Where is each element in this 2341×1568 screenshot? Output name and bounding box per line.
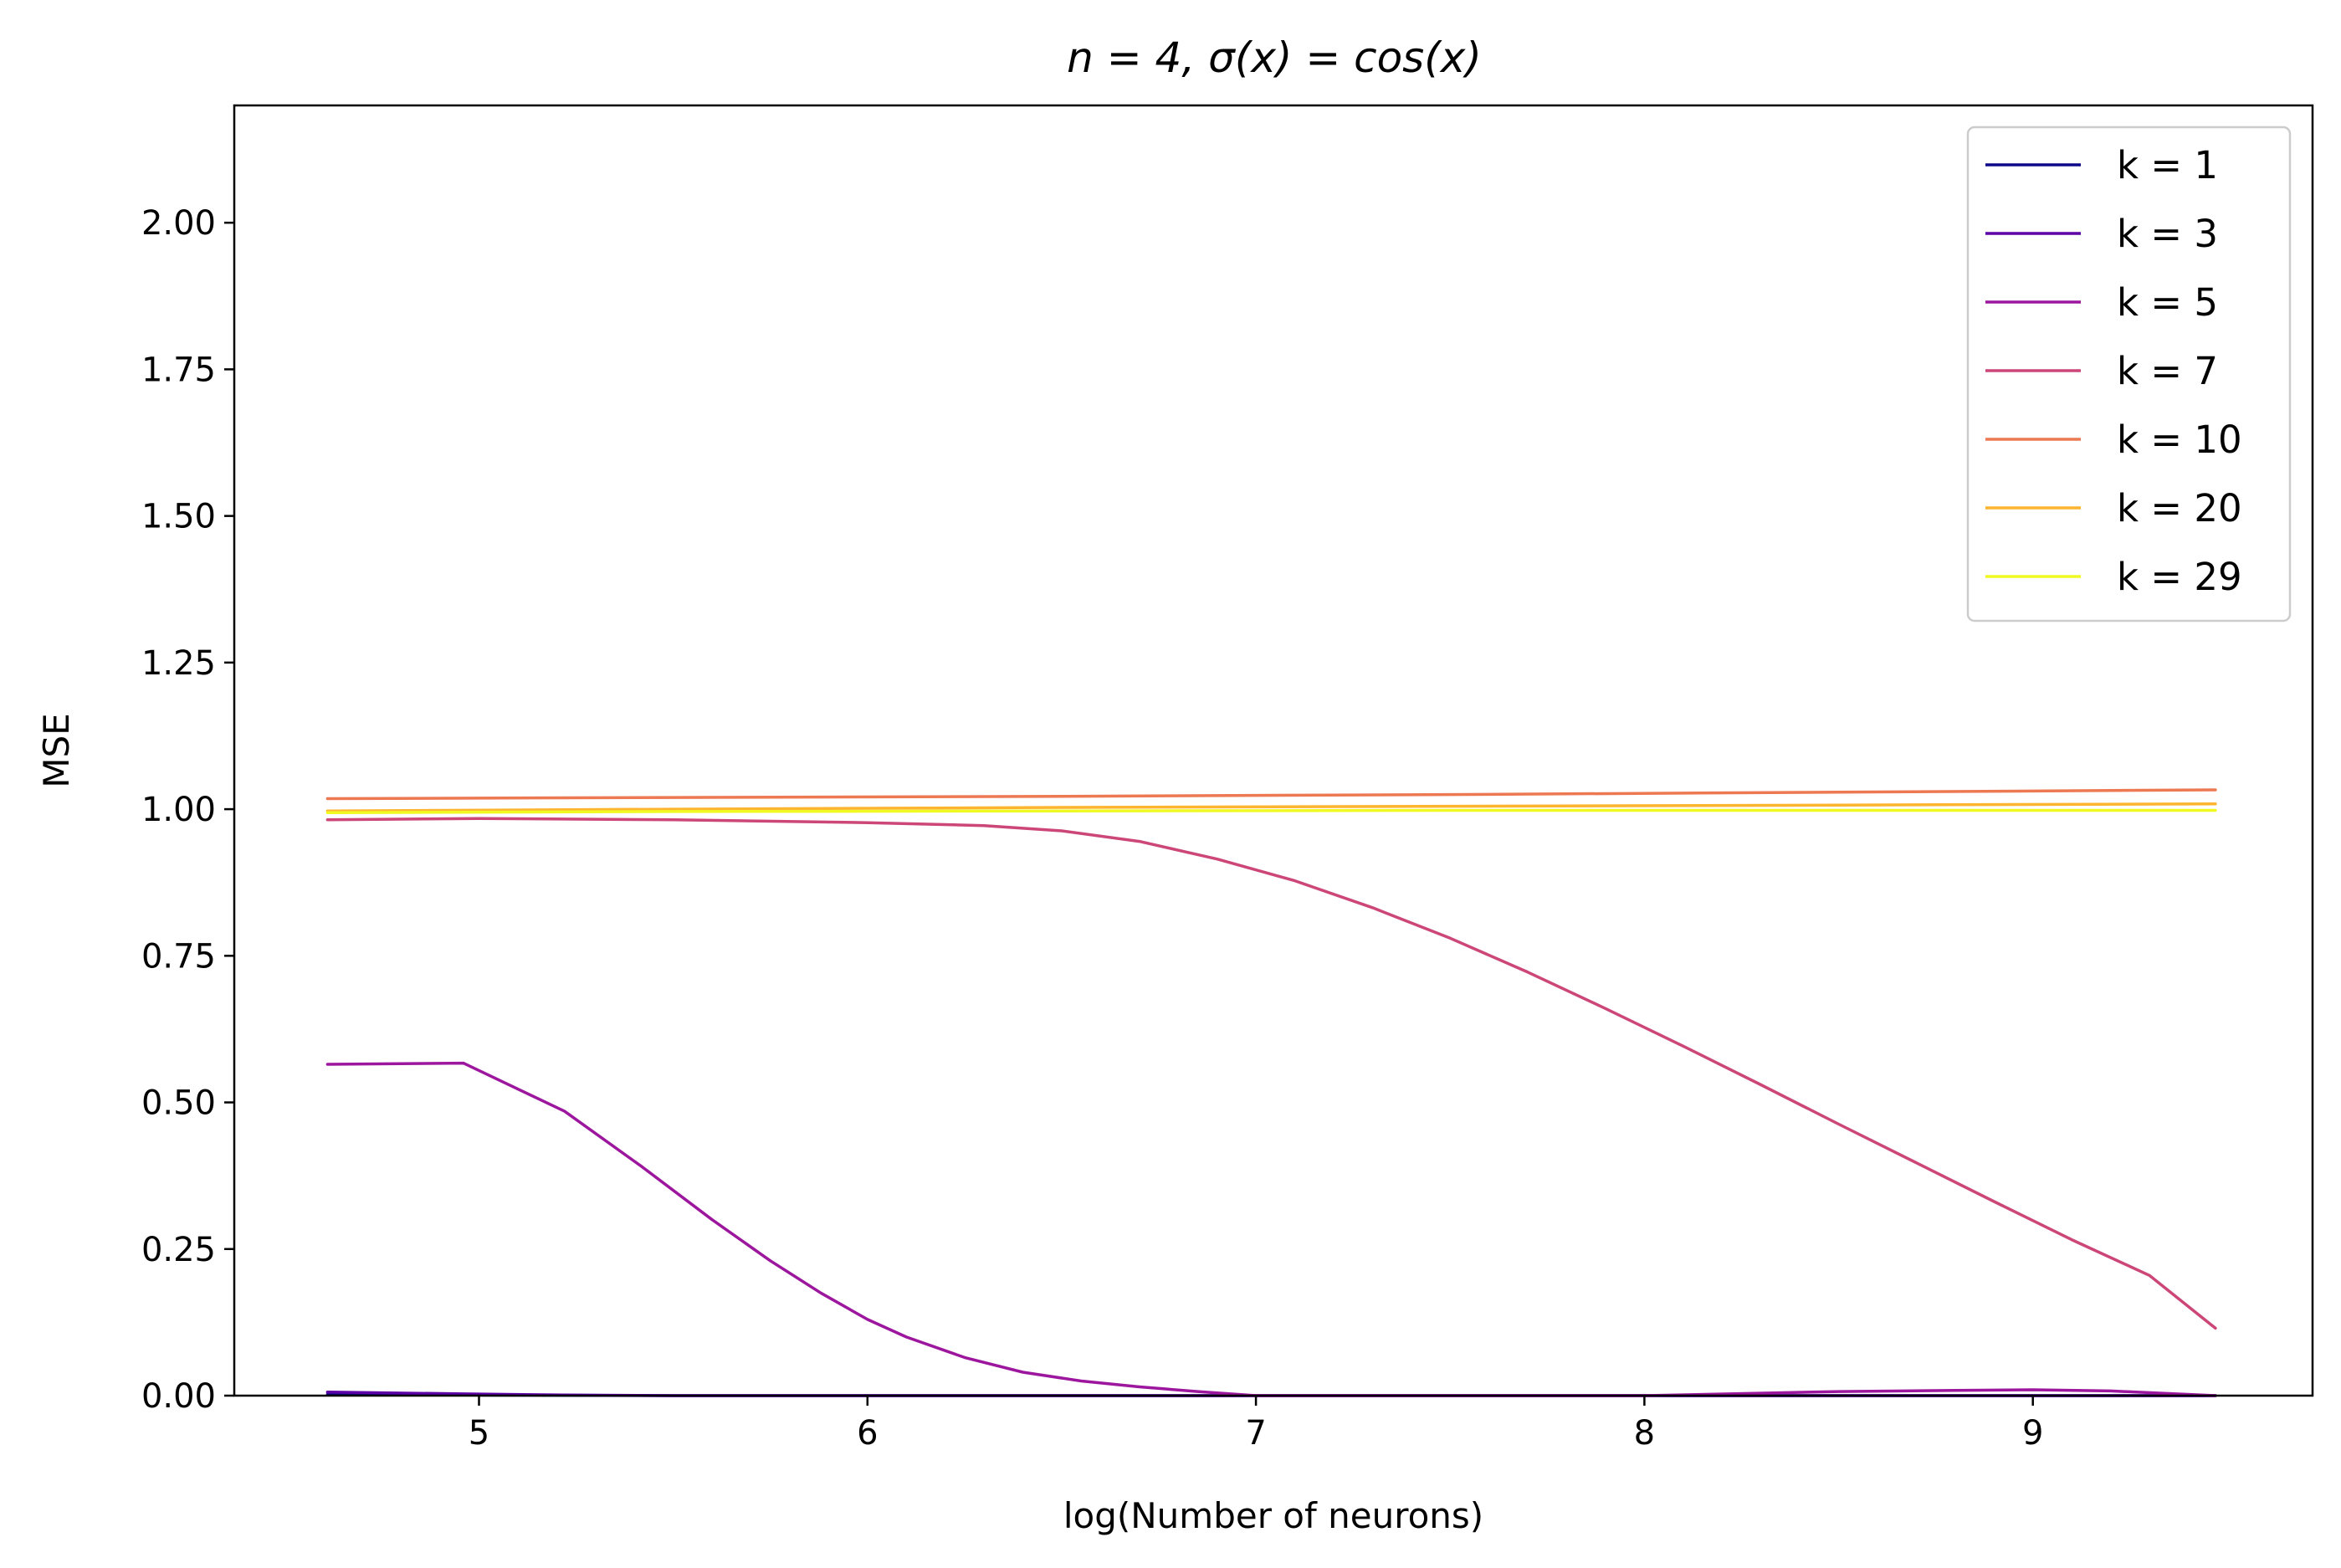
x-axis-ticks: 5 6 7 8 9 [469, 1396, 2043, 1453]
legend-items: k = 1 k = 3 k = 5 k = 7 k = 10 k = 20 k = 29 [1985, 143, 2242, 599]
y-tick-label: 0.50 [141, 1084, 216, 1123]
axes-frame [233, 104, 2314, 1397]
y-tick-label: 1.50 [141, 498, 216, 536]
series-line-k29 [325, 808, 2217, 815]
legend-item: k = 1 [1985, 143, 2218, 187]
y-axis-label: MSE [36, 713, 77, 787]
y-tick-label: 0.25 [141, 1231, 216, 1269]
legend-item: k = 20 [1985, 486, 2242, 530]
legend-label: k = 7 [2117, 349, 2218, 393]
series-line-k20 [325, 802, 2217, 812]
legend-label: k = 3 [2117, 212, 2218, 256]
series-line-k5 [325, 1061, 2217, 1397]
series-line-k7 [325, 817, 2217, 1330]
legend-label: k = 29 [2117, 555, 2242, 599]
y-tick-label: 0.00 [141, 1377, 216, 1416]
legend-label: k = 20 [2117, 486, 2242, 530]
legend-item: k = 5 [1985, 280, 2218, 325]
y-axis-ticks: 0.00 0.25 0.50 0.75 1.00 1.25 1.50 1.75 2.00 [141, 204, 234, 1416]
legend-item: k = 29 [1985, 555, 2242, 599]
legend-box [1966, 126, 2292, 623]
x-tick-label: 6 [857, 1414, 878, 1453]
chart-title: n = 4, σ(x) = cos(x) [1067, 33, 1482, 82]
x-tick-label: 5 [469, 1414, 489, 1453]
legend: k = 1 k = 3 k = 5 k = 7 k = 10 k = 20 k = 29 [1966, 126, 2292, 623]
y-tick-label: 1.75 [141, 351, 216, 389]
legend-label: k = 1 [2117, 143, 2218, 187]
x-tick-label: 9 [2022, 1414, 2043, 1453]
x-axis-label: log(Number of neurons) [1063, 1495, 1483, 1536]
legend-item: k = 7 [1985, 349, 2218, 393]
legend-item: k = 10 [1985, 418, 2242, 462]
legend-label: k = 5 [2117, 280, 2218, 325]
legend-item: k = 3 [1985, 212, 2218, 256]
y-tick-label: 1.00 [141, 791, 216, 829]
x-tick-label: 8 [1634, 1414, 1655, 1453]
series-line-k10 [325, 788, 2217, 801]
y-tick-label: 0.75 [141, 937, 216, 976]
legend-label: k = 10 [2117, 418, 2242, 462]
y-tick-label: 1.25 [141, 644, 216, 683]
x-tick-label: 7 [1245, 1414, 1266, 1453]
y-tick-label: 2.00 [141, 204, 216, 243]
